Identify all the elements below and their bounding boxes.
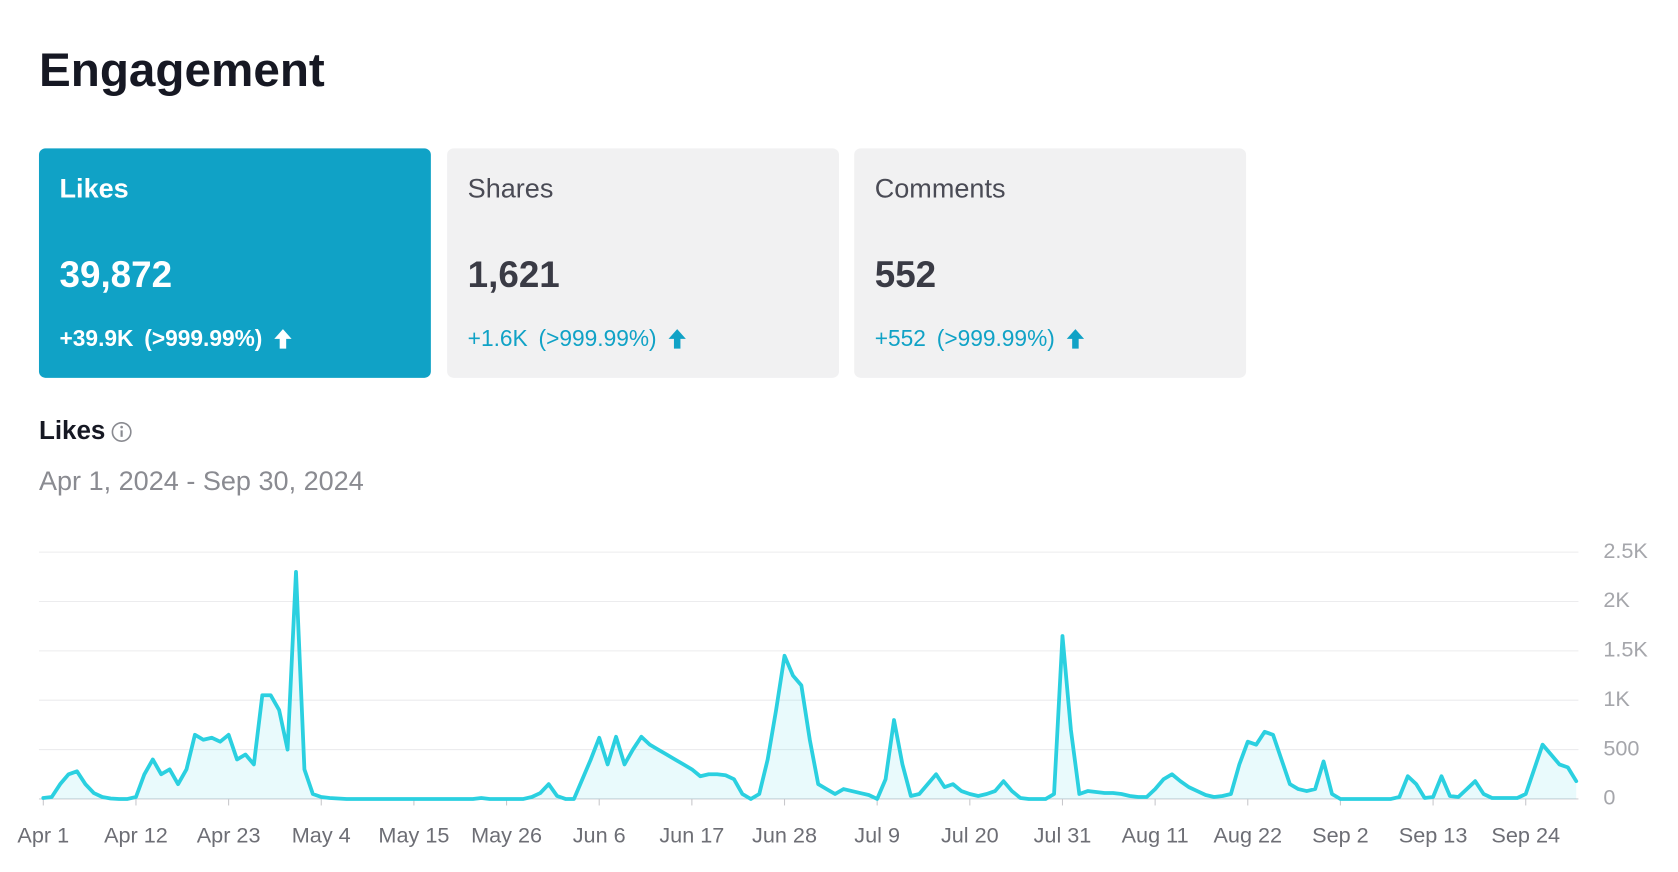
x-tick-label: Jul 20 — [941, 823, 999, 848]
card[interactable]: Likes 39,872 +39.9K (>999.99%) — [38, 148, 431, 378]
card-bg[interactable] — [854, 148, 1247, 378]
y-tick-label: 500 — [1603, 735, 1639, 760]
x-tick-label: Sep 24 — [1491, 823, 1560, 848]
area — [43, 571, 1577, 799]
card[interactable]: Comments 552 +552 (>999.99%) — [854, 148, 1247, 378]
x-tick-label: May 15 — [378, 823, 449, 848]
page-title: Engagement — [39, 44, 325, 97]
card-value: 1,621 — [468, 254, 560, 295]
card-value: 552 — [875, 254, 936, 295]
card-bg[interactable] — [447, 148, 840, 378]
x-tick-label: Sep 13 — [1399, 823, 1468, 848]
card-change: +39.9K — [60, 325, 134, 351]
line — [41, 569, 1579, 801]
x-tick-label: Aug 22 — [1213, 823, 1282, 848]
up-arrow — [274, 329, 292, 349]
card-bg[interactable] — [38, 148, 431, 378]
y-tick-label: 2K — [1603, 587, 1630, 612]
card-percent: (>999.99%) — [144, 325, 262, 351]
x-tick-label: Jun 6 — [573, 823, 626, 848]
x-tick-label: Jun 17 — [659, 823, 724, 848]
card-label: Comments — [875, 174, 1006, 204]
card-percent: (>999.99%) — [937, 325, 1055, 351]
info-icon[interactable] — [111, 421, 132, 442]
y-tick-label: 0 — [1603, 785, 1615, 810]
x-tick-label: May 26 — [471, 823, 542, 848]
card-label: Likes — [60, 174, 129, 204]
card-change: +1.6K — [468, 325, 528, 351]
card-percent: (>999.99%) — [539, 325, 657, 351]
up-arrow — [1066, 329, 1085, 349]
card[interactable]: Shares 1,621 +1.6K (>999.99%) — [447, 148, 840, 378]
x-tick-label: May 4 — [292, 823, 351, 848]
plot: 0 500 1K 1.5K 2K 2.5K Apr 1 Apr 12 Apr 23 May 4 Ma… — [17, 538, 1648, 848]
x-tick-label: Jun 28 — [752, 823, 817, 848]
up-arrow — [668, 329, 686, 349]
x-tick-label: Jul 9 — [854, 823, 900, 848]
x-tick-label: Apr 23 — [197, 823, 261, 848]
x-tick-label: Sep 2 — [1312, 823, 1369, 848]
y-tick-label: 2.5K — [1603, 538, 1648, 563]
card-value: 39,872 — [60, 254, 173, 295]
x-tick-label: Jul 31 — [1034, 823, 1092, 848]
chart-title: Likes — [39, 415, 105, 445]
chart-subtitle: Apr 1, 2024 - Sep 30, 2024 — [39, 466, 364, 496]
y-tick-label: 1K — [1603, 686, 1630, 711]
x-tick-label: Apr 12 — [104, 823, 168, 848]
x-tick-label: Aug 11 — [1122, 823, 1189, 848]
card-change: +552 — [875, 325, 926, 351]
x-tick-label: Apr 1 — [17, 823, 69, 848]
card-label: Shares — [468, 174, 554, 204]
y-tick-label: 1.5K — [1603, 637, 1648, 662]
content: Engagement Likes 39,872 +39.9K (>999.99%… — [17, 44, 1648, 847]
